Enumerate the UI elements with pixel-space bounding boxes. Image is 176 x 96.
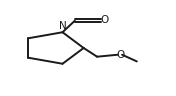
Text: O: O — [117, 50, 125, 60]
Text: N: N — [59, 21, 67, 31]
Text: O: O — [101, 15, 109, 26]
